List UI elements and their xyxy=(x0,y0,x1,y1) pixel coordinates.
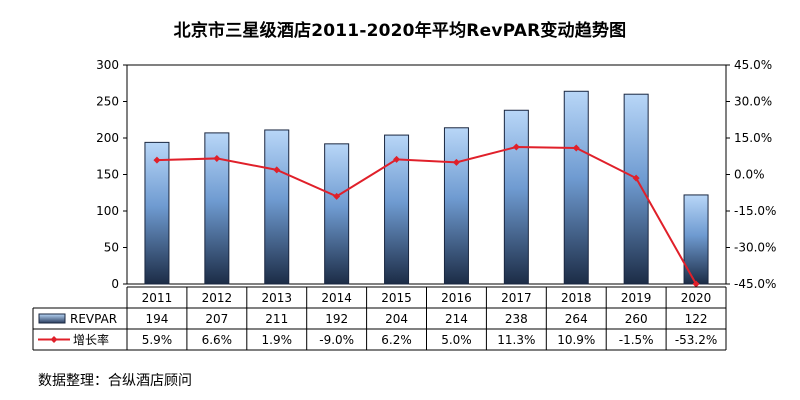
growth-value-label: -53.2% xyxy=(675,333,717,347)
legend-key-revpar xyxy=(38,313,66,324)
y-right-tick-label: -45.0% xyxy=(734,277,776,291)
revpar-value-label: 122 xyxy=(685,312,708,326)
growth-point xyxy=(213,154,221,162)
growth-value-label: 10.9% xyxy=(557,333,595,347)
x-tick-label: 2020 xyxy=(681,291,712,305)
growth-point xyxy=(452,158,460,166)
x-tick-label: 2015 xyxy=(381,291,412,305)
y-left-tick-label: 250 xyxy=(96,95,119,109)
revpar-bar xyxy=(324,143,350,285)
revpar-bar xyxy=(503,109,529,285)
y-left-tick-label: 100 xyxy=(96,204,119,218)
y-right-tick-label: 45.0% xyxy=(734,58,772,72)
revpar-value-label: 264 xyxy=(565,312,588,326)
y-left-tick-label: 50 xyxy=(104,241,119,255)
growth-value-label: 6.2% xyxy=(381,333,412,347)
chart-title: 北京市三星级酒店2011-2020年平均RevPAR变动趋势图 xyxy=(173,21,627,41)
y-right-tick-label: -30.0% xyxy=(734,241,776,255)
growth-value-label: 11.3% xyxy=(497,333,535,347)
x-tick-label: 2014 xyxy=(321,291,352,305)
y-right-tick-label: 0.0% xyxy=(734,168,765,182)
revpar-bar xyxy=(443,127,469,285)
revpar-value-label: 192 xyxy=(325,312,348,326)
x-tick-label: 2011 xyxy=(142,291,173,305)
revpar-value-label: 238 xyxy=(505,312,528,326)
x-tick-label: 2012 xyxy=(202,291,233,305)
revpar-value-label: 194 xyxy=(145,312,168,326)
growth-point xyxy=(692,280,700,288)
growth-line xyxy=(156,146,697,285)
legend-label-revpar: REVPAR xyxy=(70,312,117,326)
source-note: 数据整理：合纵酒店顾问 xyxy=(38,373,192,389)
growth-value-label: 5.0% xyxy=(441,333,472,347)
revpar-value-label: 211 xyxy=(265,312,288,326)
revpar-value-label: 214 xyxy=(445,312,468,326)
y-left-tick-label: 0 xyxy=(111,277,119,291)
revpar-bar xyxy=(623,93,649,285)
y-left-tick-label: 150 xyxy=(96,168,119,182)
revpar-value-label: 204 xyxy=(385,312,408,326)
legend-label-growth: 增长率 xyxy=(73,332,109,347)
revpar-value-label: 207 xyxy=(205,312,228,326)
growth-value-label: 6.6% xyxy=(202,333,233,347)
growth-value-label: -1.5% xyxy=(619,333,654,347)
growth-value-label: 1.9% xyxy=(262,333,293,347)
growth-point xyxy=(273,166,281,174)
revpar-bar xyxy=(144,141,170,285)
x-tick-label: 2018 xyxy=(561,291,592,305)
y-right-tick-label: 30.0% xyxy=(734,95,772,109)
growth-point xyxy=(572,144,580,152)
growth-point xyxy=(393,155,401,163)
revpar-bar xyxy=(563,90,589,285)
revpar-bar xyxy=(264,129,290,285)
growth-point xyxy=(512,143,520,151)
y-right-tick-label: 15.0% xyxy=(734,131,772,145)
revpar-value-label: 260 xyxy=(625,312,648,326)
x-tick-label: 2017 xyxy=(501,291,532,305)
growth-point xyxy=(153,156,161,164)
growth-point xyxy=(632,174,640,182)
y-left-tick-label: 300 xyxy=(96,58,119,72)
growth-point xyxy=(333,192,341,200)
legend-key-growth-marker xyxy=(50,336,58,343)
y-left-tick-label: 200 xyxy=(96,131,119,145)
growth-value-label: 5.9% xyxy=(142,333,173,347)
y-right-tick-label: -15.0% xyxy=(734,204,776,218)
x-tick-label: 2013 xyxy=(261,291,292,305)
growth-value-label: -9.0% xyxy=(319,333,354,347)
x-tick-label: 2016 xyxy=(441,291,472,305)
x-tick-label: 2019 xyxy=(621,291,652,305)
